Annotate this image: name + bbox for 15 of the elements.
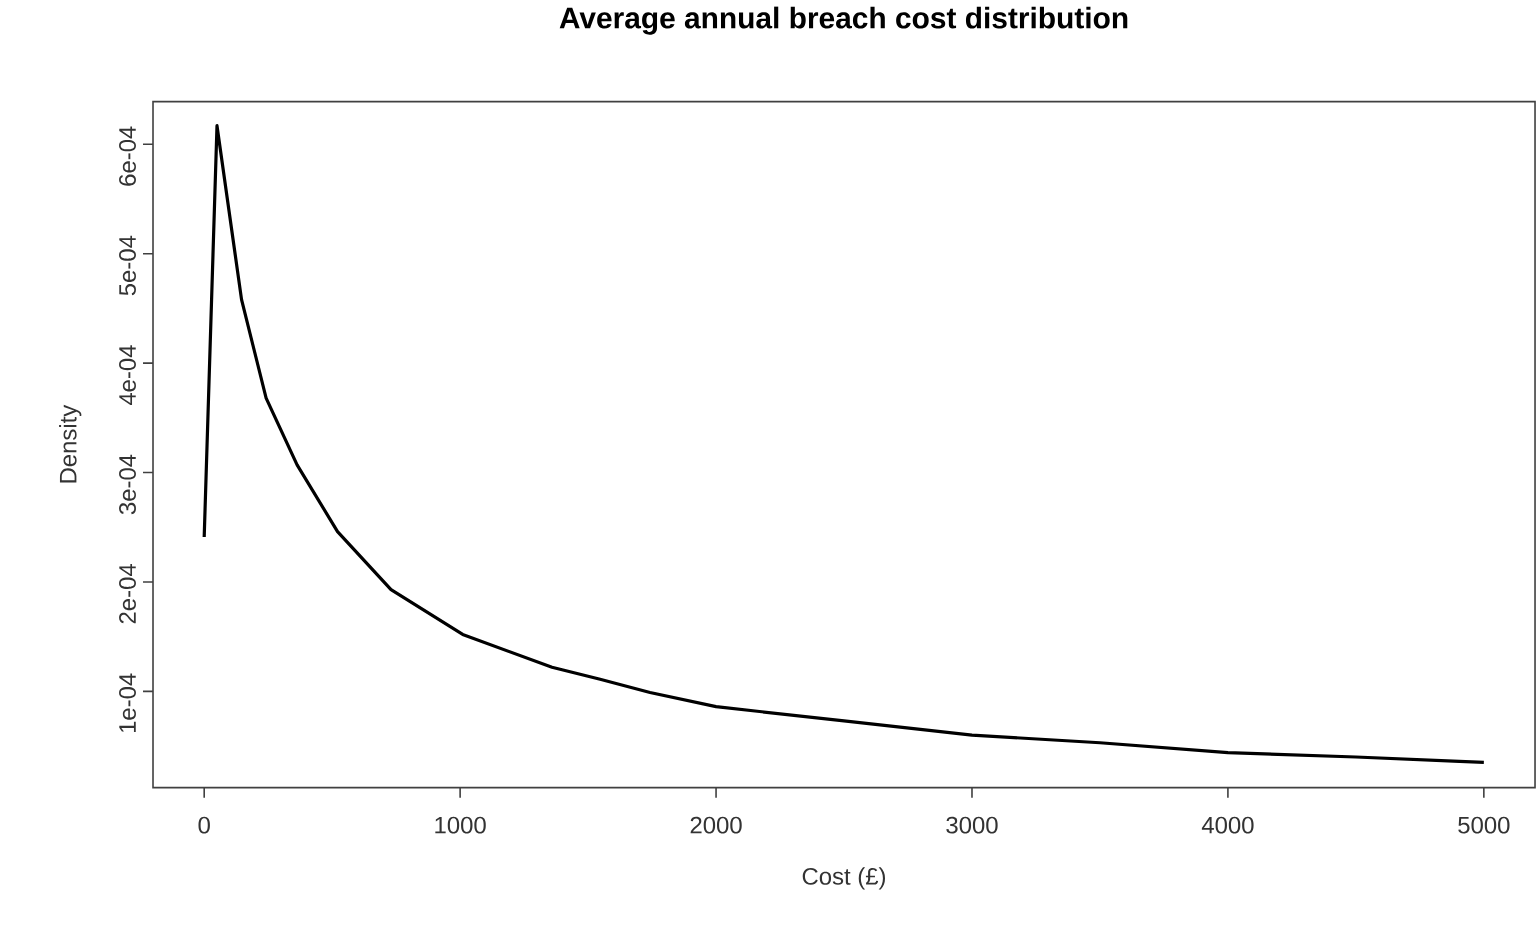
x-tick-label: 2000 [690,816,742,834]
chart-title: Average annual breach cost distribution [559,6,1128,35]
y-tick-label: 6e-04 [119,126,136,186]
y-axis-title: Density [59,405,82,483]
x-tick-label: 3000 [946,816,998,834]
x-tick-label: 0 [198,816,210,834]
y-tick-label: 5e-04 [119,236,136,296]
y-tick-label: 4e-04 [119,345,136,406]
y-tick-label: 1e-04 [119,673,136,733]
x-tick-label: 4000 [1201,816,1254,834]
y-tick-label: 2e-04 [119,564,136,624]
x-tick-label: 1000 [435,816,486,834]
y-tick-label: 3e-04 [119,454,136,515]
x-axis-title: Cost (£) [802,867,886,890]
x-tick-label: 5000 [1458,816,1510,834]
